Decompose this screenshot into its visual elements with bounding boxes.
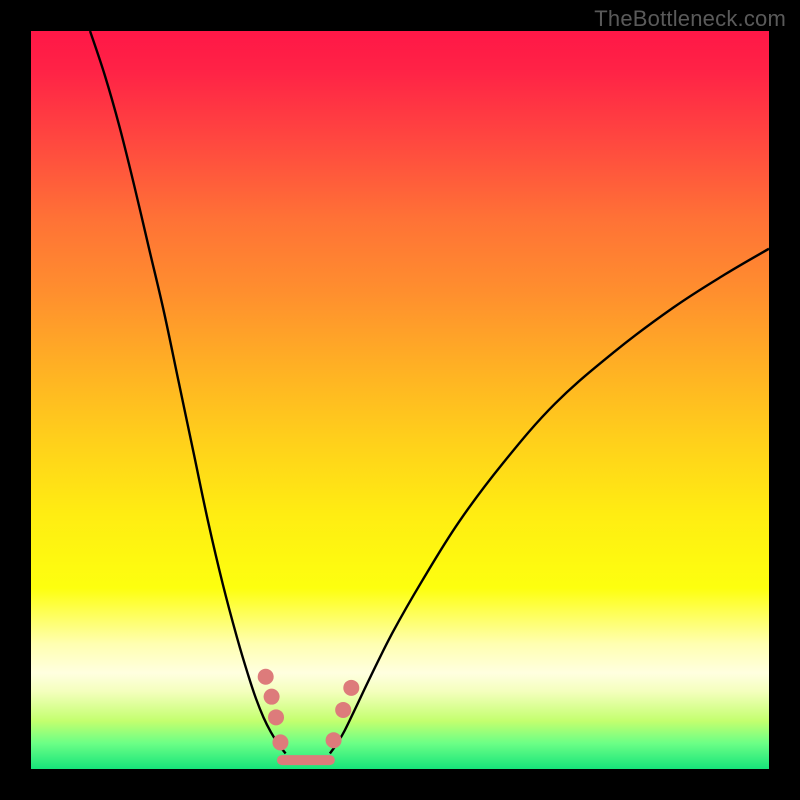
marker-point bbox=[264, 689, 280, 705]
chart-canvas bbox=[31, 31, 769, 769]
marker-point bbox=[343, 680, 359, 696]
marker-point bbox=[272, 734, 288, 750]
marker-point bbox=[268, 709, 284, 725]
heat-background bbox=[31, 31, 769, 769]
watermark-text: TheBottleneck.com bbox=[594, 6, 786, 32]
marker-point bbox=[258, 669, 274, 685]
bottleneck-chart bbox=[31, 31, 769, 769]
marker-point bbox=[335, 702, 351, 718]
marker-point bbox=[326, 732, 342, 748]
